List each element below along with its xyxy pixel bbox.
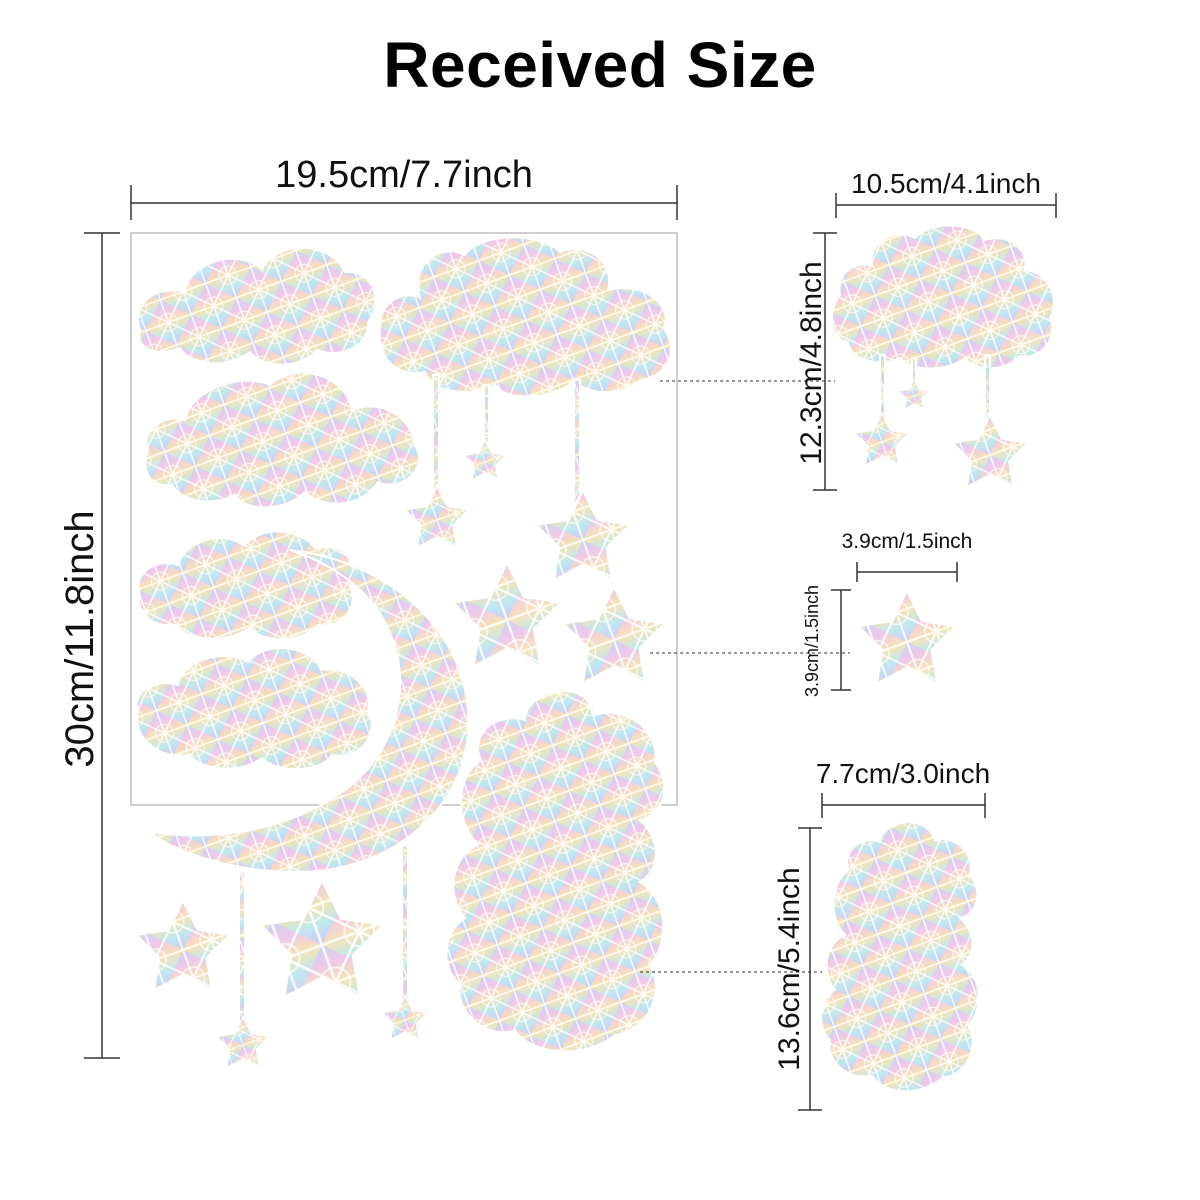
sheet-height-label: 30cm/11.8inch	[58, 510, 102, 768]
star-sticker	[381, 995, 429, 1041]
cloud-mobile-height-label: 12.3cm/4.8inch	[795, 261, 828, 465]
hanging-string	[238, 871, 246, 1033]
moon-sticker	[146, 549, 470, 874]
star-sticker	[215, 1016, 271, 1069]
hanging-string	[401, 844, 409, 1006]
sheet-width-label: 19.5cm/7.7inch	[275, 154, 533, 196]
sheet-stickers	[134, 236, 672, 1069]
tall-cloud-dimension-lines	[798, 793, 986, 1111]
cloud-mobile-width-label: 10.5cm/4.1inch	[851, 168, 1041, 199]
cloud-sticker	[135, 647, 373, 771]
star-dimension-lines	[831, 562, 958, 691]
star-width-label: 3.9cm/1.5inch	[841, 530, 973, 553]
cloud-mobile-dimension-lines	[813, 193, 1057, 491]
star-sticker	[257, 877, 387, 1001]
star-detail	[856, 588, 958, 686]
cloud-sticker	[137, 530, 354, 641]
star-height-label: 3.9cm/1.5inch	[802, 584, 822, 698]
cloud-mobile-sticker	[378, 236, 672, 398]
hanging-string	[432, 374, 440, 496]
tall-cloud-height-label: 13.6cm/5.4inch	[773, 867, 806, 1071]
sheet-dimension-lines	[84, 185, 678, 1059]
hanging-string	[573, 379, 581, 506]
page-title: Received Size	[383, 29, 817, 101]
tall-cloud-detail	[819, 821, 980, 1093]
cloud-sticker	[144, 371, 421, 509]
cloud-sticker	[137, 246, 377, 366]
tall-cloud-width-label: 7.7cm/3.0inch	[815, 758, 991, 789]
tall-cloud-sticker	[445, 689, 666, 1053]
cloud-mobile-detail	[830, 224, 1055, 489]
star-sticker	[134, 898, 232, 992]
